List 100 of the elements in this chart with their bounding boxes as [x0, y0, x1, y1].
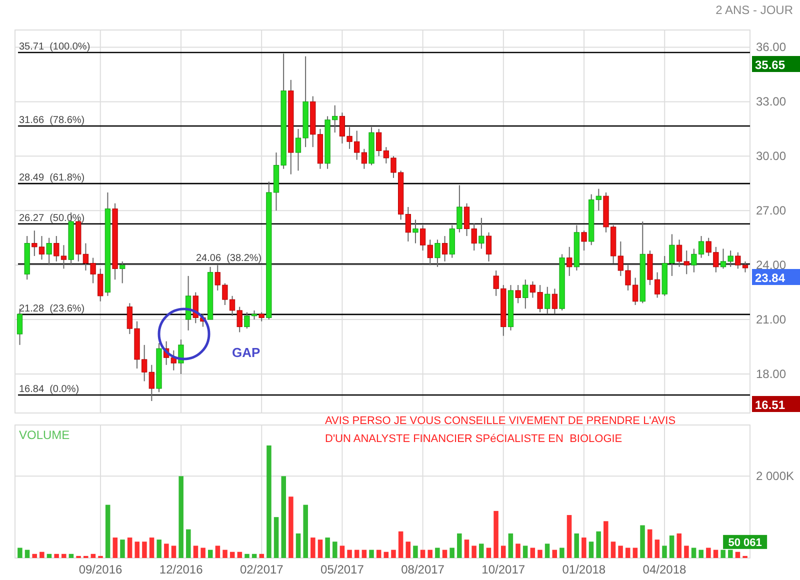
- bar: [230, 552, 235, 558]
- ref-line-label: 16.84 (0.0%): [19, 384, 80, 396]
- bar: [588, 542, 594, 558]
- bar: [560, 548, 564, 558]
- bar: [720, 550, 726, 558]
- y-tick-label: 24.00: [756, 258, 786, 272]
- bar: [384, 552, 389, 558]
- bar: [522, 546, 528, 558]
- bar: [303, 504, 308, 558]
- y-tick-label: 18.00: [756, 366, 786, 381]
- bar: [252, 554, 257, 558]
- ref-line-label: 24.06 (38.2%): [196, 252, 262, 264]
- bar: [508, 533, 514, 558]
- y-tick-label: 21.00: [756, 312, 786, 326]
- bar: [486, 548, 492, 558]
- candlestick: [442, 236, 448, 262]
- bar: [325, 538, 330, 558]
- bar: [120, 540, 125, 558]
- bar: [362, 550, 367, 558]
- x-tick-label: 01/2018: [562, 562, 606, 577]
- bar: [698, 550, 704, 558]
- bar: [604, 521, 608, 558]
- bar: [500, 546, 506, 558]
- candlestick: [361, 148, 367, 170]
- candlestick: [596, 188, 602, 212]
- bar: [134, 542, 140, 558]
- bar: [156, 540, 162, 558]
- bar: [186, 529, 191, 558]
- y-tick-label: 33.00: [756, 94, 786, 109]
- bar: [566, 515, 572, 558]
- bar: [310, 538, 316, 558]
- bar: [127, 538, 132, 558]
- bar: [178, 476, 184, 558]
- ref-line-label: 35.71 (100.0%): [19, 42, 90, 53]
- text: 16.51: [755, 398, 786, 412]
- bar: [171, 546, 176, 558]
- text: 23.84: [755, 271, 786, 285]
- bar: [413, 546, 418, 558]
- bar: [684, 546, 689, 558]
- bar: [640, 525, 645, 558]
- bar: [582, 538, 586, 558]
- bar: [237, 552, 242, 558]
- bar: [288, 496, 294, 558]
- x-tick-label: 02/2017: [240, 562, 284, 577]
- bar: [369, 550, 374, 558]
- bar: [435, 548, 440, 558]
- candlestick: [581, 230, 587, 252]
- bar: [244, 554, 250, 558]
- candlestick: [552, 288, 558, 315]
- candlestick: [478, 217, 484, 250]
- candlestick: [258, 312, 264, 322]
- bar: [662, 546, 667, 558]
- chart-subtitle: 2 ANS - JOUR: [716, 3, 794, 17]
- bar: [208, 550, 213, 558]
- bar: [728, 550, 733, 558]
- bar: [516, 544, 520, 558]
- bar: [318, 540, 323, 558]
- bar: [647, 529, 652, 558]
- x-tick-label: 09/2016: [78, 562, 123, 577]
- bar: [32, 554, 37, 558]
- bar: [68, 554, 74, 558]
- bar: [105, 504, 110, 558]
- bar: [538, 550, 542, 558]
- bar: [654, 540, 660, 558]
- ref-line-label: 21.28 (23.6%): [19, 303, 85, 314]
- bar: [530, 548, 536, 558]
- bar: [618, 546, 623, 558]
- bar: [398, 531, 404, 558]
- bar: [464, 540, 470, 558]
- chart-title: VOLUME: [19, 428, 70, 442]
- bar: [46, 554, 52, 558]
- bar: [332, 542, 338, 558]
- bar: [457, 533, 462, 558]
- bar: [706, 548, 711, 558]
- bar: [406, 542, 411, 558]
- data-label: 50 061: [728, 536, 762, 549]
- bar: [625, 548, 630, 558]
- bar: [596, 531, 601, 558]
- bar: [149, 538, 154, 558]
- y-tick-label: 2 000K: [756, 468, 794, 483]
- bar: [340, 546, 345, 558]
- candlestick: [46, 237, 52, 266]
- bar: [574, 533, 579, 558]
- bar: [552, 550, 558, 558]
- candlestick: [412, 219, 418, 244]
- bar: [669, 535, 674, 558]
- x-tick-label: 12/2016: [159, 562, 204, 577]
- y-tick-label: 27.00: [756, 203, 786, 218]
- candlestick: [376, 128, 382, 157]
- bar: [142, 542, 147, 558]
- y-tick-label: 30.00: [756, 148, 786, 163]
- bar: [18, 548, 22, 558]
- bar: [610, 542, 616, 558]
- bar: [479, 544, 484, 558]
- candlestick: [120, 260, 126, 284]
- bar: [215, 546, 220, 558]
- bar: [428, 550, 432, 558]
- bar: [391, 550, 396, 558]
- bar: [296, 533, 301, 558]
- candlestick: [566, 246, 572, 276]
